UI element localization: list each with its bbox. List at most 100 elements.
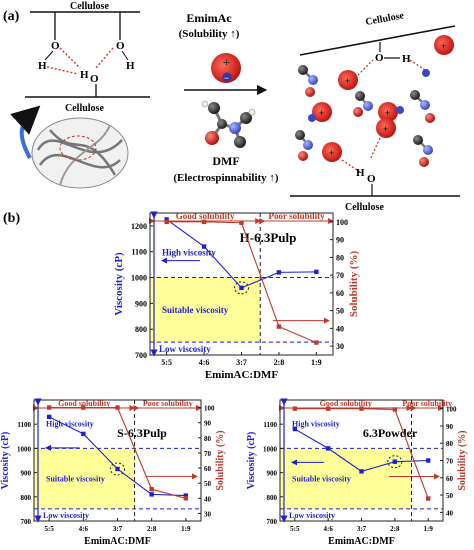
cellulose-right-top-label: Cellulose xyxy=(365,10,406,28)
y-left-tick-label: 1100 xyxy=(17,421,31,429)
svg-text:+: + xyxy=(223,55,230,69)
fiber-bundle-illustration xyxy=(10,105,129,189)
y-right-tick-label: 40 xyxy=(204,495,212,503)
solubility-point xyxy=(292,406,298,411)
y-right-tick-label: 80 xyxy=(446,440,454,448)
solubility-point xyxy=(392,407,398,412)
panel-a: (a) Cellulose O O H H H O Cellulose xyxy=(3,1,460,213)
cellulose-right-bottom-label: Cellulose xyxy=(345,202,384,213)
x-axis-label: EmimAC:DMF xyxy=(328,536,395,547)
y-right-tick-label: 60 xyxy=(336,289,344,298)
viscosity-point xyxy=(392,459,398,464)
panel-b: (b) Good solubility Poor solubility 700 800… xyxy=(0,211,468,547)
zoom-arrow-icon xyxy=(10,105,41,159)
dmf-molecule-icon xyxy=(353,91,373,117)
x-tick-label: 2:8 xyxy=(274,358,285,367)
chart-6-3powder: Good solubility Poor solubility 700 800 900 1… xyxy=(246,398,468,547)
x-axis-label: EmimAC:DMF xyxy=(205,369,279,381)
viscosity-point xyxy=(292,426,298,432)
cation-icon: + xyxy=(322,142,342,162)
atom-h-left: H xyxy=(38,60,47,72)
y-left-tick-label: 800 xyxy=(135,325,147,334)
chart-s-6-3pulp: Good solubility Poor solubility 700 800 900 1… xyxy=(0,398,226,547)
dmf-molecule-icon xyxy=(295,130,313,161)
x-tick-label: 5:5 xyxy=(290,525,300,533)
x-tick-label: 1:9 xyxy=(181,525,191,533)
y-right-tick-label: 70 xyxy=(336,271,344,280)
solvent-legend: EmimAc (Solubility ↑) + − xyxy=(173,11,279,184)
y-right-tick-label: 40 xyxy=(336,324,344,333)
y-left-axis-label: Viscosity (cP) xyxy=(0,432,11,490)
viscosity-point xyxy=(276,270,282,275)
y-left-tick-label: 800 xyxy=(21,494,32,502)
y-right-tick-label: 60 xyxy=(204,465,212,473)
y-right-tick-label: 80 xyxy=(336,253,344,262)
x-tick-label: 4:6 xyxy=(199,358,210,367)
x-tick-label: 5:5 xyxy=(45,525,55,533)
cellulose-hbond-scheme: Cellulose O O H H H O Cellulose xyxy=(25,1,150,114)
optimal-point-marker xyxy=(110,462,125,476)
x-tick-label: 3:7 xyxy=(113,525,123,533)
viscosity-point xyxy=(81,431,86,437)
y-left-tick-label: 1000 xyxy=(17,445,32,453)
emimac-subtitle: (Solubility ↑) xyxy=(179,28,240,40)
svg-text:+: + xyxy=(345,76,350,86)
cation-icon: + xyxy=(434,35,454,55)
viscosity-point xyxy=(115,466,120,472)
dmf-title: DMF xyxy=(212,154,239,168)
high-viscosity-label: High viscosity xyxy=(162,248,216,258)
atom-o-right: O xyxy=(116,40,125,52)
y-left-tick-label: 700 xyxy=(267,518,278,526)
suitable-viscosity-region xyxy=(34,448,135,509)
suitable-viscosity-label: Suitable viscosity xyxy=(292,475,351,484)
poor-solubility-label: Poor solubility xyxy=(143,399,193,408)
x-tick-label: 4:6 xyxy=(323,525,333,533)
atom-h-bottom: H xyxy=(356,167,365,179)
low-viscosity-label: Low viscosity xyxy=(43,511,89,520)
solubility-point xyxy=(46,405,52,410)
x-tick-label: 2:8 xyxy=(390,525,400,533)
suitable-viscosity-label: Suitable viscosity xyxy=(46,475,105,484)
dmf-molecule-icon xyxy=(298,65,318,97)
x-tick-label: 2:8 xyxy=(147,525,157,533)
y-left-tick-label: 800 xyxy=(267,494,278,502)
atom-o-bottom: O xyxy=(367,173,376,185)
x-tick-label: 1:9 xyxy=(424,525,434,533)
y-right-tick-label: 100 xyxy=(446,406,457,414)
y-right-tick-label: 30 xyxy=(204,510,212,518)
x-tick-label: 4:6 xyxy=(79,525,89,533)
y-right-tick-label: 90 xyxy=(204,420,212,428)
y-left-tick-label: 900 xyxy=(21,470,32,478)
poor-solubility-label: Poor solubility xyxy=(402,399,452,408)
svg-text:−: − xyxy=(224,73,229,83)
low-viscosity-label: Low viscosity xyxy=(289,511,335,520)
viscosity-point xyxy=(425,458,431,463)
optimal-point-marker xyxy=(387,455,403,469)
cellulose-left-top-label: Cellulose xyxy=(70,1,109,12)
solubility-point xyxy=(325,406,331,411)
y-right-tick-label: 90 xyxy=(336,236,344,245)
y-left-tick-label: 1000 xyxy=(263,445,278,453)
cation-icon: + xyxy=(312,102,332,122)
viscosity-point xyxy=(149,492,154,497)
suitable-viscosity-region xyxy=(280,448,412,509)
high-viscosity-label: High viscosity xyxy=(292,419,340,428)
poor-solubility-label: Poor solubility xyxy=(269,211,326,221)
suitable-viscosity-label: Suitable viscosity xyxy=(162,305,229,315)
atom-o-left: O xyxy=(51,40,60,52)
viscosity-point xyxy=(314,269,319,275)
y-left-axis-label: Viscosity (cP) xyxy=(246,432,257,490)
emimac-ion-pair-icon: + − xyxy=(211,53,241,83)
cation-icon: + xyxy=(378,102,398,122)
good-solubility-label: Good solubility xyxy=(176,211,235,221)
y-right-tick-label: 70 xyxy=(204,450,212,458)
y-left-tick-label: 900 xyxy=(267,470,278,478)
panel-a-label: (a) xyxy=(3,9,20,24)
y-right-tick-label: 50 xyxy=(204,480,212,488)
cation-icon: + xyxy=(338,70,358,90)
y-right-tick-label: 40 xyxy=(446,509,454,517)
y-right-tick-label: 50 xyxy=(336,307,344,316)
atom-h-top: H xyxy=(402,53,411,65)
solubility-point xyxy=(149,487,154,492)
y-right-tick-label: 30 xyxy=(336,342,344,351)
